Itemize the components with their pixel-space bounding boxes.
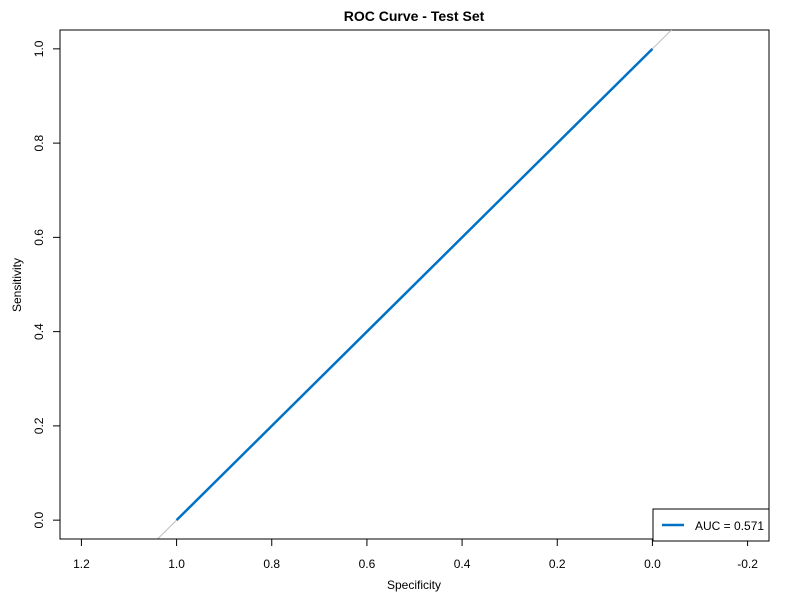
x-tick-label: 1.2 [73,557,90,571]
x-tick-label: 0.6 [359,557,376,571]
y-tick-label: 0.8 [32,134,46,151]
x-axis: 1.2 1.0 0.8 0.6 0.4 0.2 0.0 -0.2 [73,538,758,571]
series-group [175,47,654,522]
roc-curve-series-0 [175,47,654,522]
y-axis: 0.0 0.2 0.4 0.6 0.8 1.0 [32,40,61,528]
x-tick-label: 0.2 [549,557,566,571]
legend-entry-label: AUC = 0.571 [695,519,764,533]
y-tick-label: 0.6 [32,229,46,246]
x-tick-label: -0.2 [737,557,758,571]
y-tick-label: 0.4 [32,323,46,340]
y-axis-label: Sensitivity [10,258,24,312]
legend: AUC = 0.571 [652,508,770,542]
x-tick-label: 0.8 [263,557,280,571]
y-tick-label: 0.2 [32,417,46,434]
chart-title: ROC Curve - Test Set [344,8,485,24]
y-tick-label: 0.0 [32,511,46,528]
x-tick-label: 0.0 [644,557,661,571]
x-tick-label: 0.4 [454,557,471,571]
x-axis-label: Specificity [387,578,441,592]
x-tick-label: 1.0 [168,557,185,571]
y-tick-label: 1.0 [32,40,46,57]
